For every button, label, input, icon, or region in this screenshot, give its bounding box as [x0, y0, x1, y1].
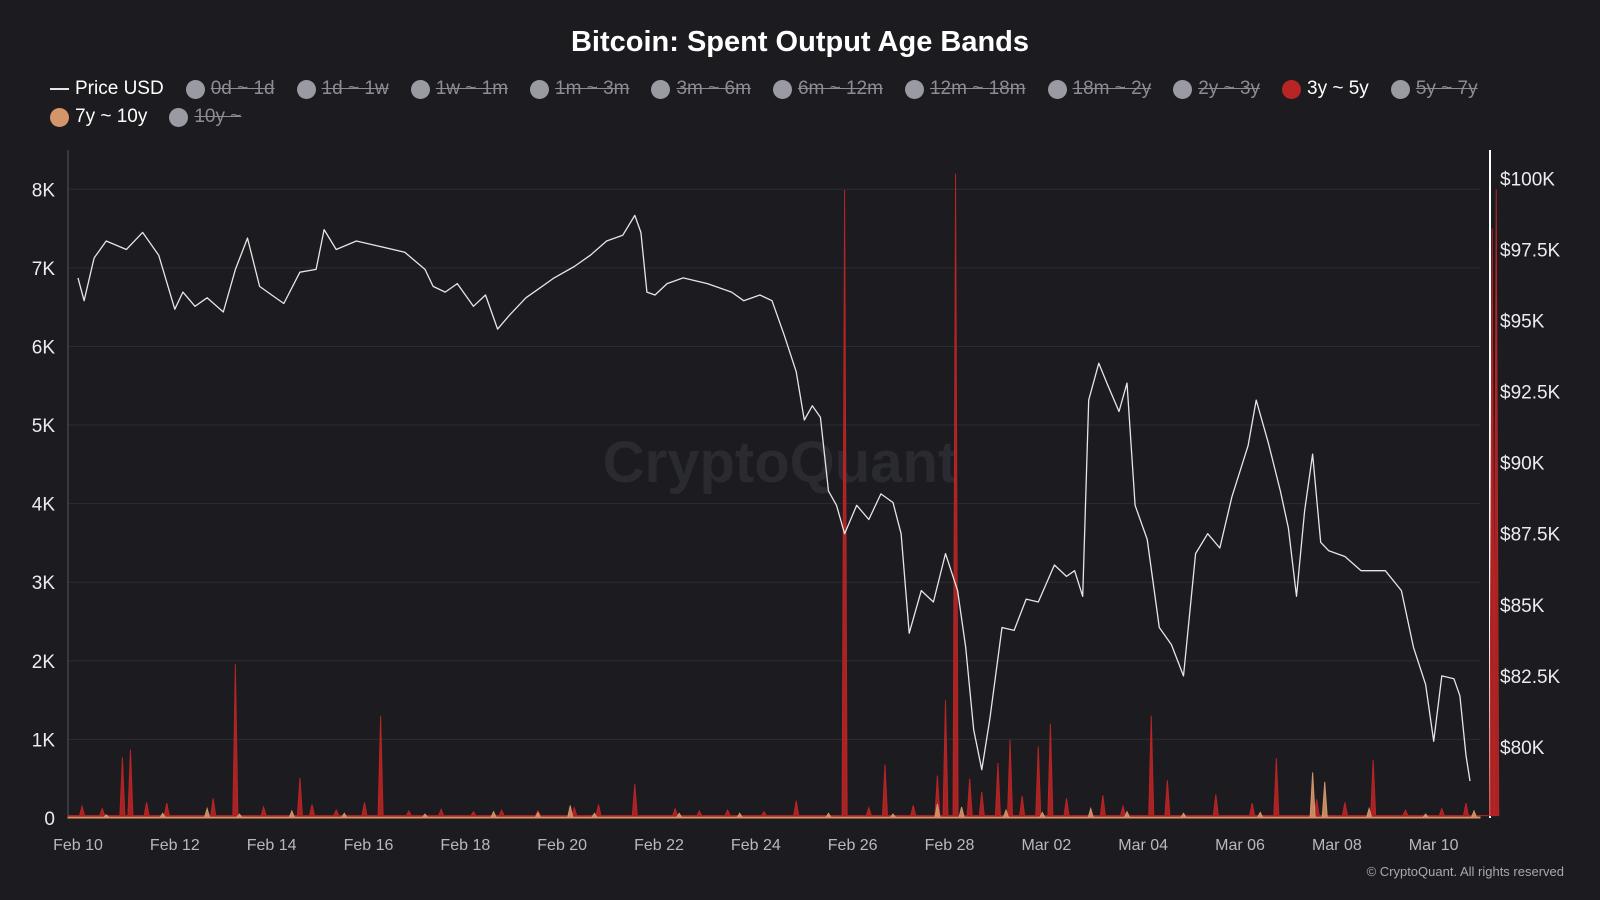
legend-item[interactable]: 1m ~ 3m — [530, 77, 629, 101]
legend-item[interactable]: 5y ~ 7y — [1390, 77, 1478, 101]
legend-label: Price USD — [75, 78, 164, 99]
x-tick-label: Feb 28 — [925, 837, 975, 854]
chart-title: Bitcoin: Spent Output Age Bands — [570, 26, 1030, 58]
x-tick-label: Feb 18 — [440, 837, 490, 854]
legend-marker-icon — [1047, 79, 1067, 99]
legend-marker-icon — [1173, 79, 1193, 99]
legend: Price USD 0d ~ 1d 1d ~ 1w 1w ~ 1m 1m ~ 3m 3m … — [50, 77, 1570, 129]
legend-label: 0d ~ 1d — [210, 78, 275, 99]
legend-label: 3m ~ 6m — [676, 78, 751, 99]
legend-marker-icon — [1282, 79, 1302, 99]
legend-item[interactable]: 10y ~ — [169, 105, 241, 129]
legend-item[interactable]: 7y ~ 10y — [50, 105, 147, 129]
y-left-tick-label: 4K — [32, 495, 56, 516]
legend-label: 1w ~ 1m — [435, 78, 509, 99]
y-left-tick-label: 7K — [32, 259, 56, 280]
y-right-tick-label: $80K — [1500, 738, 1545, 759]
x-tick-label: Mar 06 — [1215, 837, 1265, 854]
legend-item[interactable]: 3y ~ 5y — [1282, 77, 1369, 101]
watermark: CryptoQuant — [603, 430, 957, 495]
series-layer — [67, 173, 1500, 819]
legend-item[interactable]: 1d ~ 1w — [296, 77, 389, 101]
y-left-tick-label: 2K — [32, 652, 56, 673]
x-tick-label: Feb 22 — [634, 837, 684, 854]
legend-label: 1m ~ 3m — [555, 78, 630, 99]
legend-label: 18m ~ 2y — [1072, 78, 1152, 99]
legend-marker-icon — [530, 79, 550, 99]
x-tick-label: Feb 14 — [247, 837, 297, 854]
legend-label: 12m ~ 18m — [929, 78, 1026, 99]
y-left-tick-label: 0 — [44, 809, 55, 830]
y-left-tick-label: 6K — [32, 337, 56, 358]
legend-item[interactable]: Price USD — [50, 77, 164, 101]
y-right-tick-label: $92.5K — [1500, 383, 1561, 404]
legend-label: 2y ~ 3y — [1198, 78, 1261, 99]
y-right-tick-label: $100K — [1500, 169, 1555, 190]
x-tick-label: Mar 02 — [1021, 837, 1071, 854]
y-left-tick-label: 1K — [32, 730, 56, 751]
series-area-7y-10y — [67, 772, 1481, 819]
x-tick-label: Feb 12 — [150, 837, 200, 854]
legend-marker-icon — [904, 79, 924, 99]
legend-label: 6m ~ 12m — [797, 78, 883, 99]
legend-label: 5y ~ 7y — [1415, 78, 1478, 99]
x-tick-label: Feb 26 — [828, 837, 878, 854]
x-tick-label: Mar 10 — [1409, 837, 1459, 854]
y-right-tick-label: $90K — [1500, 454, 1545, 475]
x-tick-label: Feb 20 — [537, 837, 587, 854]
legend-item[interactable]: 1w ~ 1m — [410, 77, 509, 101]
x-tick-label: Mar 04 — [1118, 837, 1168, 854]
y-right-tick-label: $87.5K — [1500, 525, 1561, 546]
legend-item[interactable]: 2y ~ 3y — [1173, 77, 1260, 101]
legend-marker-icon — [296, 79, 316, 99]
gridlines — [68, 188, 1480, 819]
legend-marker-icon — [50, 88, 69, 90]
series-area-3y-5y — [67, 173, 1500, 819]
y-right-tick-label: $82.5K — [1500, 667, 1561, 688]
y-right-tick-label: $85K — [1500, 596, 1545, 617]
legend-marker-icon — [410, 79, 430, 99]
x-tick-label: Feb 10 — [53, 837, 103, 854]
legend-label: 3y ~ 5y — [1307, 78, 1369, 99]
legend-item[interactable]: 12m ~ 18m — [904, 77, 1026, 101]
legend-marker-icon — [169, 107, 189, 127]
legend-marker-icon — [772, 79, 792, 99]
legend-label: 1d ~ 1w — [321, 78, 389, 99]
legend-item[interactable]: 3m ~ 6m — [651, 77, 751, 101]
series-line-price-usd — [77, 214, 1471, 782]
tick-labels: 0 1K 2K 3K 4K 5K 6K 7K 8K $80K $82.5K $85K $87.5K $90… — [32, 169, 1561, 854]
legend-item[interactable]: 18m ~ 2y — [1047, 77, 1152, 101]
legend-item[interactable]: 6m ~ 12m — [772, 77, 883, 101]
y-left-tick-label: 3K — [32, 573, 56, 594]
x-tick-label: Mar 08 — [1312, 837, 1362, 854]
legend-label: 10y ~ — [194, 106, 242, 127]
legend-item[interactable]: 0d ~ 1d — [185, 77, 275, 101]
legend-marker-icon — [50, 107, 69, 127]
y-right-tick-label: $97.5K — [1500, 240, 1561, 261]
y-left-tick-label: 8K — [32, 180, 56, 201]
y-right-tick-label: $95K — [1500, 312, 1545, 333]
legend-marker-icon — [185, 79, 205, 99]
x-tick-label: Feb 24 — [731, 837, 781, 854]
y-left-tick-label: 5K — [32, 416, 56, 437]
copyright-text: © CryptoQuant. All rights reserved — [1366, 864, 1564, 879]
legend-marker-icon — [1390, 79, 1410, 99]
legend-marker-icon — [651, 79, 671, 99]
x-tick-label: Feb 16 — [344, 837, 394, 854]
legend-label: 7y ~ 10y — [75, 106, 148, 127]
